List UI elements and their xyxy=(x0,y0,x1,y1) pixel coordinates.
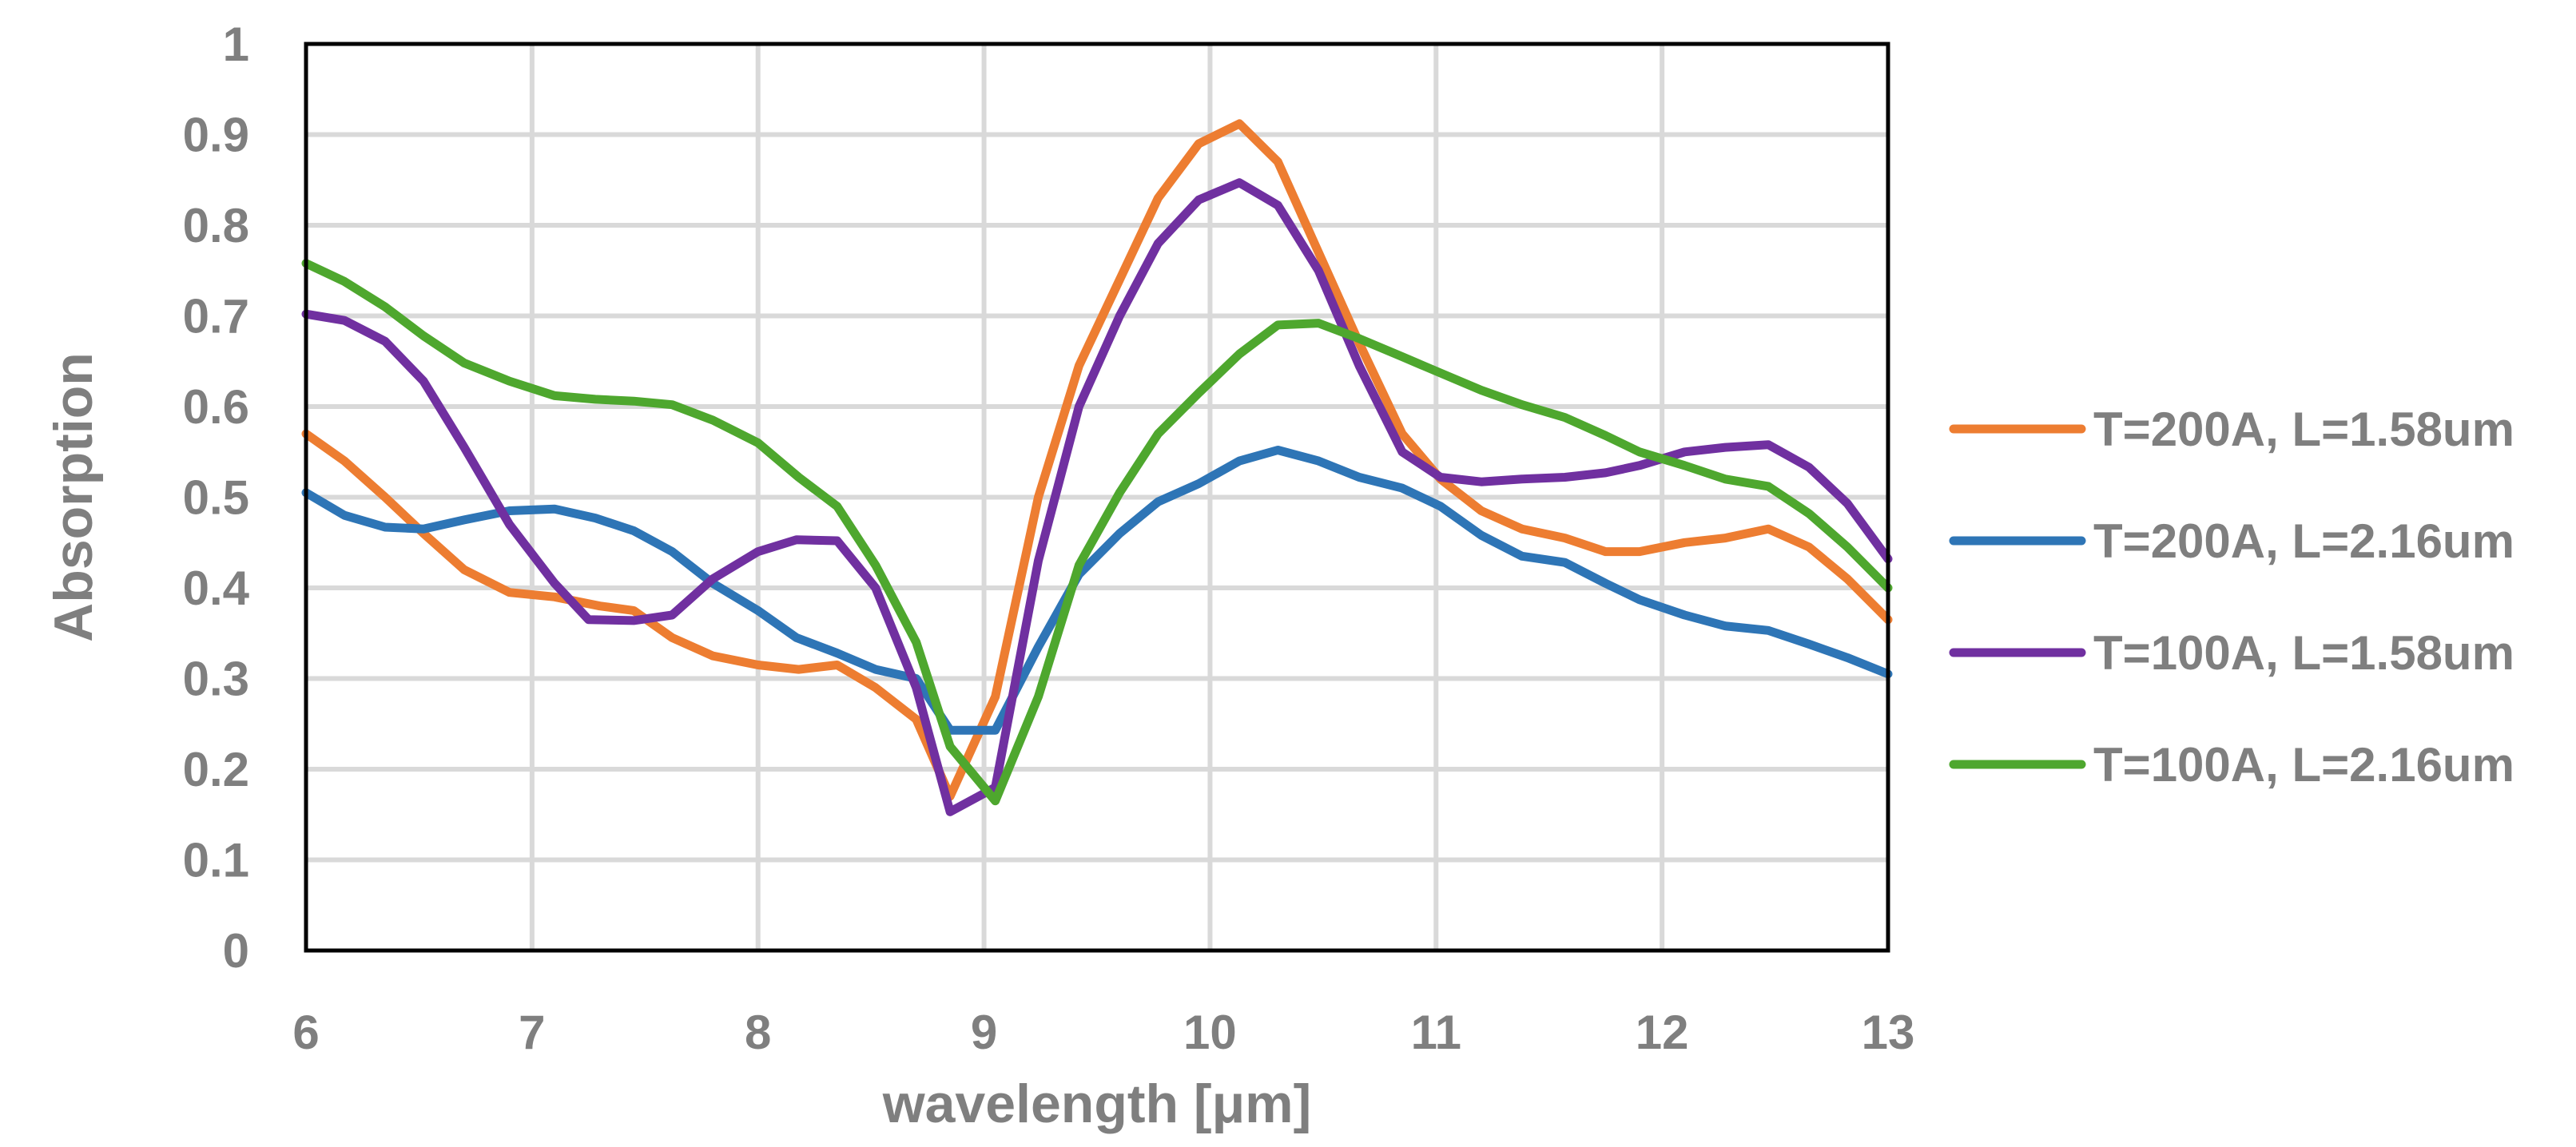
y-tick-label-1: 0.1 xyxy=(183,834,249,887)
legend-label-2: T=200A, L=2.16um xyxy=(2093,514,2514,568)
legend-label-4: T=100A, L=2.16um xyxy=(2093,738,2514,792)
x-tick-label-6: 12 xyxy=(1636,1006,1689,1059)
x-axis-title: wavelength [μm] xyxy=(882,1074,1312,1134)
y-tick-label-8: 0.8 xyxy=(183,199,249,252)
grid xyxy=(306,44,1888,951)
series-line-3 xyxy=(301,178,1893,816)
y-axis-tick-labels: 0 0.1 0.2 0.3 0.4 0.5 0.6 0.7 0.8 0.9 1 xyxy=(183,18,250,978)
y-tick-label-5: 0.5 xyxy=(183,471,249,525)
x-tick-label-7: 13 xyxy=(1862,1006,1915,1059)
y-tick-label-6: 0.6 xyxy=(183,380,249,434)
series-lines xyxy=(301,119,1893,816)
y-tick-label-9: 0.9 xyxy=(183,109,249,162)
x-tick-label-2: 8 xyxy=(745,1006,771,1059)
legend-label-1: T=200A, L=1.58um xyxy=(2093,403,2514,456)
y-tick-label-7: 0.7 xyxy=(183,290,249,343)
x-tick-label-0: 6 xyxy=(292,1006,319,1059)
y-tick-label-2: 0.2 xyxy=(183,743,249,796)
y-tick-label-4: 0.4 xyxy=(183,562,250,615)
plot-area-frame xyxy=(304,42,1890,953)
x-tick-label-5: 11 xyxy=(1411,1006,1461,1059)
series-line-2 xyxy=(301,446,1893,735)
legend-label-3: T=100A, L=1.58um xyxy=(2093,626,2514,680)
series-line-4 xyxy=(301,259,1893,806)
y-tick-label-0: 0 xyxy=(223,924,249,978)
x-axis-tick-labels: 6 7 8 9 10 11 12 13 xyxy=(292,1006,1914,1059)
y-tick-label-3: 0.3 xyxy=(183,653,249,706)
x-tick-label-1: 7 xyxy=(519,1006,545,1059)
x-tick-label-3: 9 xyxy=(971,1006,997,1059)
x-tick-label-4: 10 xyxy=(1183,1006,1237,1059)
y-axis-title: Absorption xyxy=(43,352,104,642)
y-tick-label-10: 1 xyxy=(223,18,249,71)
legend: T=200A, L=1.58um T=200A, L=2.16um T=100A, … xyxy=(1949,403,2514,792)
